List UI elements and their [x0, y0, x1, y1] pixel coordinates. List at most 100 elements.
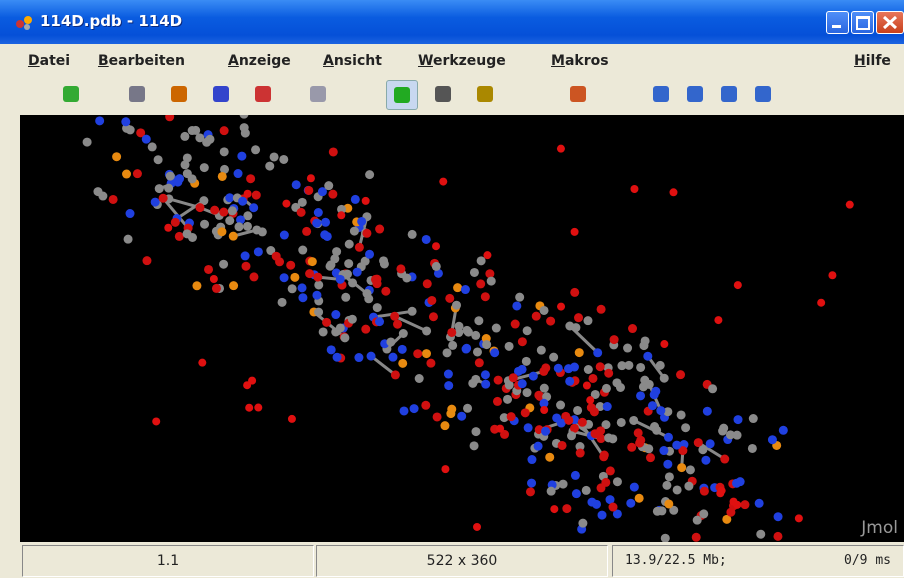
atom — [606, 466, 615, 475]
atom — [324, 181, 333, 190]
toolbar-button[interactable] — [122, 80, 152, 108]
atom — [124, 235, 133, 244]
atom — [547, 487, 556, 496]
memory-text: 13.9/22.5 Mb; — [625, 546, 727, 576]
atom — [718, 427, 727, 436]
atom — [373, 303, 382, 312]
toolbar-button[interactable] — [56, 80, 86, 108]
atom — [314, 280, 323, 289]
minimize-button[interactable] — [826, 11, 849, 34]
atom — [441, 465, 449, 473]
atom — [365, 170, 374, 179]
status-panel: 13.9/22.5 Mb;0/9 ms — [612, 545, 904, 577]
atom — [286, 261, 295, 270]
atom — [154, 155, 163, 164]
toolbar-button[interactable] — [714, 80, 744, 108]
atom — [399, 329, 408, 338]
toolbar-button[interactable] — [303, 80, 333, 108]
toolbar-button[interactable] — [680, 80, 710, 108]
atom — [518, 365, 527, 374]
atom — [251, 145, 260, 154]
molecule-viewer[interactable]: Jmol — [20, 115, 904, 542]
status-bar: 1.1522 x 36013.9/22.5 Mb;0/9 ms — [18, 542, 904, 578]
atom — [362, 229, 371, 238]
atom — [241, 251, 250, 260]
atom — [355, 243, 364, 252]
atom — [462, 345, 471, 354]
close-button[interactable] — [876, 11, 904, 34]
atom — [773, 532, 782, 541]
atom — [583, 381, 591, 389]
atom — [461, 285, 470, 294]
toolbar-button[interactable] — [748, 80, 778, 108]
atom — [388, 353, 397, 362]
atom — [329, 147, 338, 156]
menu-item[interactable]: Datei — [28, 53, 70, 69]
atom — [400, 406, 409, 415]
atom — [779, 426, 788, 435]
atom — [219, 208, 228, 217]
atom — [390, 312, 399, 321]
atom — [463, 404, 472, 413]
atom — [557, 303, 565, 311]
toolbar-button[interactable] — [563, 80, 593, 108]
atom — [755, 499, 764, 508]
atom — [634, 428, 643, 437]
menu-item[interactable]: Ansicht — [323, 53, 382, 69]
toolbar-button[interactable] — [206, 80, 236, 108]
toolbar-button[interactable] — [248, 80, 278, 108]
atom — [571, 228, 579, 236]
atom — [305, 269, 314, 278]
atom — [444, 381, 453, 390]
atom — [288, 415, 296, 423]
menu-item[interactable]: Hilfe — [854, 53, 891, 69]
atom — [237, 152, 246, 161]
atom — [445, 294, 454, 303]
atom — [562, 504, 571, 513]
atom — [564, 416, 573, 425]
toolbar-button[interactable] — [470, 80, 500, 108]
toolbar-button[interactable] — [386, 80, 418, 110]
atom — [639, 382, 648, 391]
atom — [280, 231, 289, 240]
menu-item[interactable]: Werkzeuge — [418, 53, 506, 69]
app-icon — [14, 12, 34, 32]
atom — [83, 138, 92, 147]
atom — [415, 374, 424, 383]
atom — [541, 427, 550, 436]
atom — [556, 401, 565, 410]
atom — [340, 333, 349, 342]
icon — [435, 86, 451, 102]
toolbar-button[interactable] — [164, 80, 194, 108]
atom — [511, 320, 520, 329]
atom — [587, 498, 596, 507]
atom — [521, 408, 530, 417]
atom — [171, 218, 180, 227]
atom — [549, 353, 558, 362]
atom — [164, 184, 173, 193]
menu-item[interactable]: Anzeige — [228, 53, 291, 69]
toolbar-button[interactable] — [646, 80, 676, 108]
atom — [331, 310, 340, 319]
menu-item[interactable]: Makros — [551, 53, 609, 69]
atom — [537, 346, 546, 355]
atom — [545, 453, 554, 462]
atom — [526, 487, 535, 496]
atom — [151, 198, 160, 207]
atom — [583, 316, 592, 325]
atom — [341, 293, 350, 302]
atom — [234, 169, 243, 178]
atom — [565, 321, 574, 330]
atom — [326, 260, 335, 269]
toolbar-button[interactable] — [428, 80, 458, 108]
atom — [524, 423, 533, 432]
atom — [656, 361, 665, 370]
atom — [472, 427, 481, 436]
icon — [755, 86, 771, 102]
atom — [597, 483, 606, 492]
maximize-button[interactable] — [851, 11, 874, 34]
atom — [529, 372, 538, 381]
icon — [213, 86, 229, 102]
atom — [567, 431, 576, 440]
menu-item[interactable]: Bearbeiten — [98, 53, 185, 69]
